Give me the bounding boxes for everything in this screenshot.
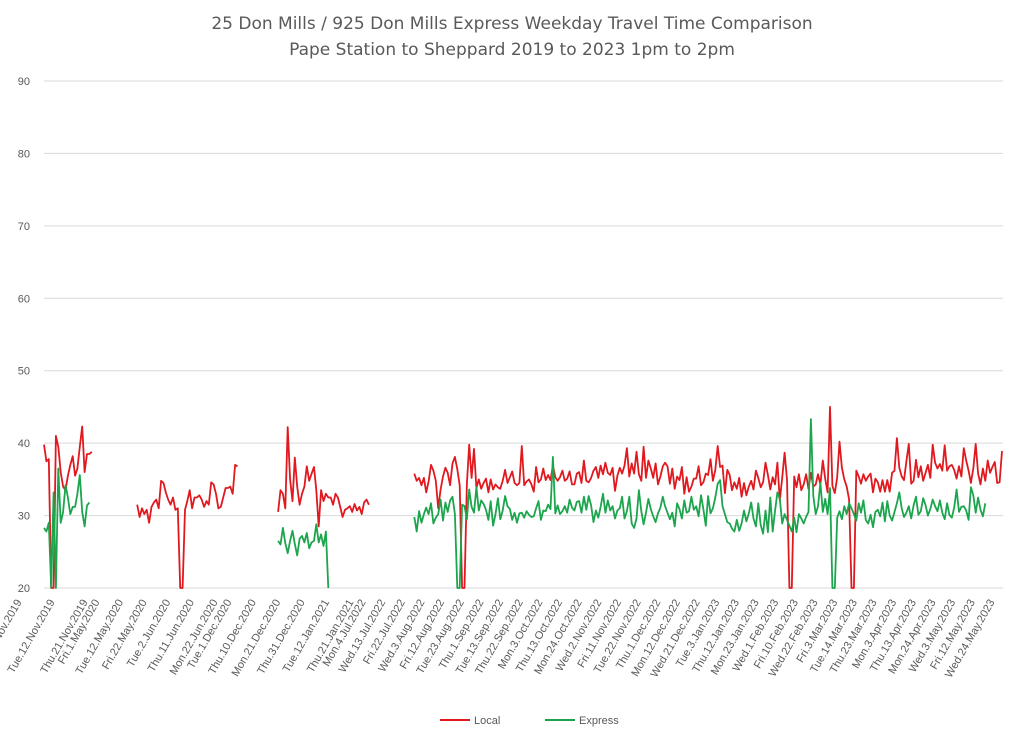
series-line-local	[413, 405, 1003, 589]
series-line-local	[136, 463, 238, 589]
legend-label-express: Express	[579, 715, 619, 727]
legend-label-local: Local	[474, 715, 500, 727]
series-line-express	[277, 523, 330, 589]
y-tick-label: 60	[18, 293, 30, 305]
chart-subtitle: Pape Station to Sheppard 2019 to 2023 1p…	[289, 40, 735, 60]
y-tick-label: 40	[18, 438, 30, 450]
chart-title: 25 Don Mills / 925 Don Mills Express Wee…	[211, 14, 813, 34]
y-tick-label: 20	[18, 583, 30, 595]
y-tick-label: 90	[18, 76, 30, 88]
series-line-express	[43, 467, 91, 589]
y-tick-label: 50	[18, 366, 30, 378]
y-tick-label: 30	[18, 511, 30, 523]
series-line-express	[413, 418, 987, 589]
y-tick-label: 70	[18, 221, 30, 233]
y-tick-label: 80	[18, 148, 30, 160]
series-line-local	[277, 426, 370, 528]
